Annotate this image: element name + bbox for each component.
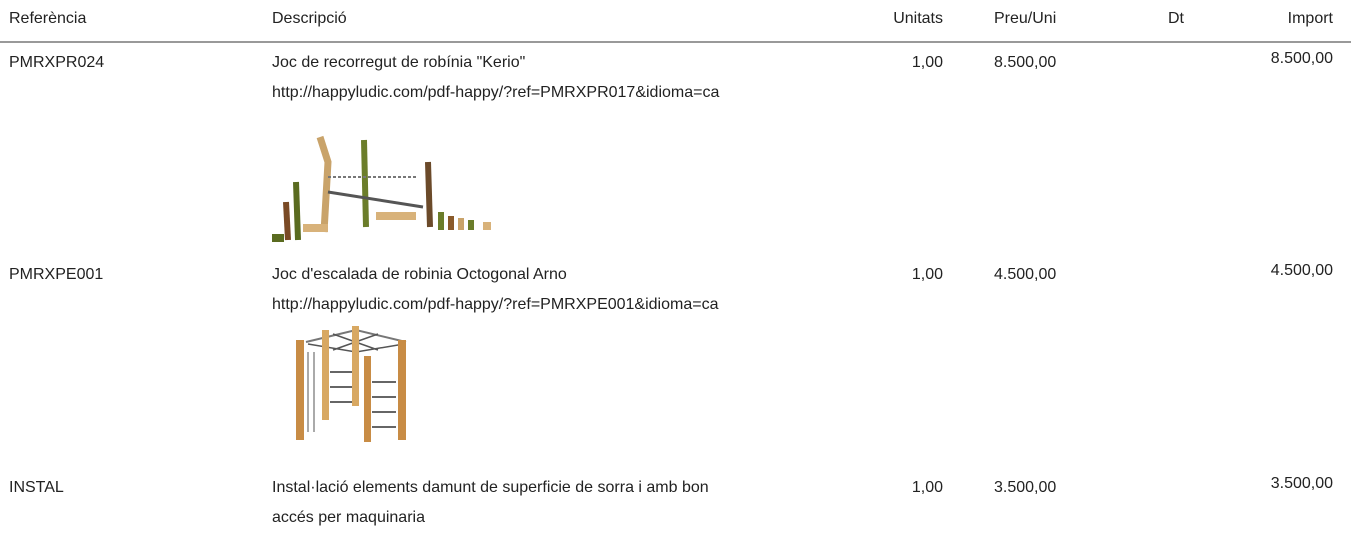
header-rule: [0, 41, 1351, 43]
description-line: Joc de recorregut de robínia "Kerio": [272, 48, 525, 78]
illustration: [296, 326, 406, 442]
amount: 8.500,00: [1133, 44, 1333, 74]
description-line: http://happyludic.com/pdf-happy/?ref=PMR…: [272, 78, 719, 108]
description-line: Joc d'escalada de robinia Octogonal Arno: [272, 260, 567, 290]
column-header: Referència: [9, 4, 86, 34]
column-header: Unitats: [743, 4, 943, 34]
reference: PMRXPE001: [9, 260, 103, 290]
column-header: Import: [1133, 4, 1333, 34]
illustration: [272, 137, 491, 242]
reference: INSTAL: [9, 473, 64, 503]
amount: 4.500,00: [1133, 256, 1333, 286]
description-line: Instal·lació elements damunt de superfic…: [272, 473, 709, 503]
product-image: [268, 132, 500, 248]
column-header: Descripció: [272, 4, 347, 34]
page: ReferènciaDescripcióUnitatsPreu/UniDtImp…: [0, 0, 1351, 530]
description-line: accés per maquinaria: [272, 503, 425, 533]
units: 1,00: [743, 473, 943, 503]
price: 4.500,00: [994, 260, 1056, 290]
units: 1,00: [743, 260, 943, 290]
price: 8.500,00: [994, 48, 1056, 78]
description-line: http://happyludic.com/pdf-happy/?ref=PMR…: [272, 290, 718, 320]
price: 3.500,00: [994, 473, 1056, 503]
product-image: [288, 322, 424, 444]
reference: PMRXPR024: [9, 48, 104, 78]
units: 1,00: [743, 48, 943, 78]
amount: 3.500,00: [1133, 469, 1333, 499]
column-header: Preu/Uni: [994, 4, 1056, 34]
